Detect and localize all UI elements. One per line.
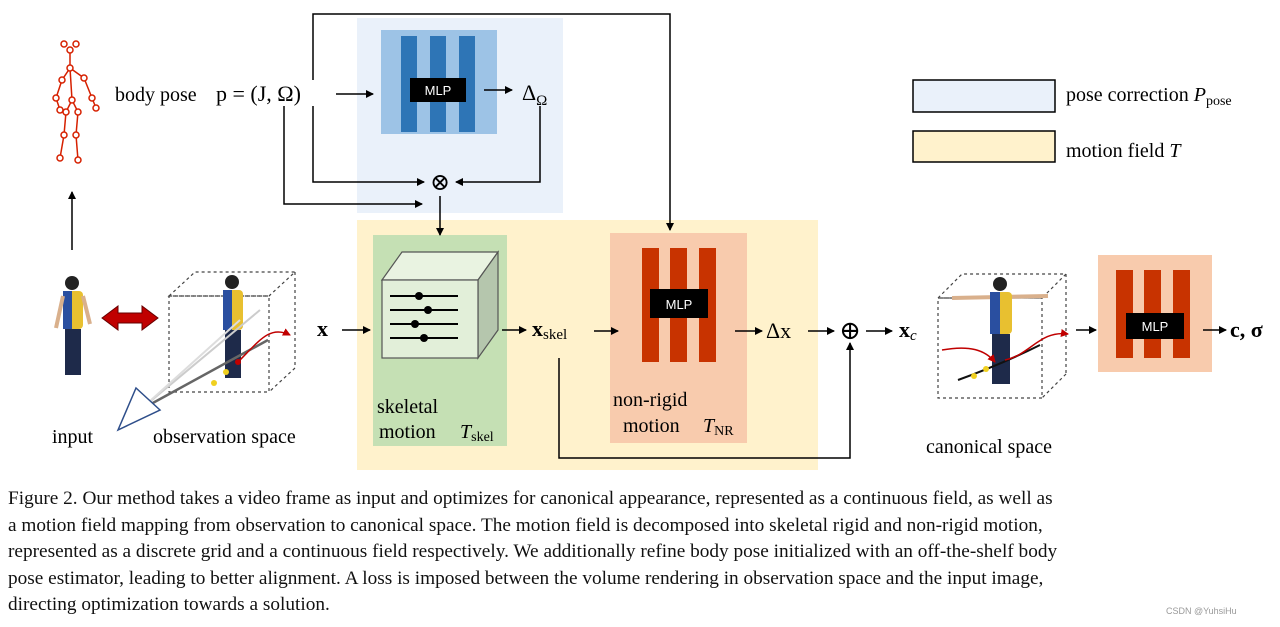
- skeletal-motion-label-1: skeletal: [377, 396, 439, 418]
- output-label: c, σ: [1230, 317, 1263, 342]
- x-skel-label: xskel: [532, 316, 567, 343]
- diagram: MLP skeletal motion Tskel MLP non-rigid …: [52, 13, 1263, 470]
- delta-x-label: Δx: [766, 318, 791, 343]
- legend: pose correction Ppose motion field T: [912, 79, 1232, 163]
- caption-line: a motion field mapping from observation …: [8, 514, 1043, 536]
- arrow: [455, 106, 541, 186]
- figure-caption: Figure 2. Our method takes a video frame…: [8, 486, 1276, 619]
- canonical-mlp: MLP: [1098, 255, 1212, 372]
- non-rigid-label-1: non-rigid: [613, 389, 687, 411]
- mlp-label: MLP: [425, 83, 452, 98]
- body-pose-label: body pose: [115, 84, 197, 106]
- skeleton-icon: [52, 40, 100, 164]
- t-skel-symbol: Tskel: [460, 421, 494, 445]
- input-label: input: [52, 426, 94, 448]
- caption-line: pose estimator, leading to better alignm…: [8, 567, 1044, 589]
- otimes-symbol: ⊗: [430, 170, 450, 196]
- grid-cube-icon: [380, 250, 500, 360]
- pose-mlp: MLP: [381, 30, 497, 134]
- observation-space-label: observation space: [153, 426, 296, 448]
- observation-person-image: [223, 275, 243, 378]
- caption-line: represented as a discrete grid and a con…: [8, 541, 1058, 563]
- caption-line: Figure 2. Our method takes a video frame…: [8, 488, 1053, 509]
- x-c-label: xc: [899, 317, 917, 344]
- pose-formula: p = (J, Ω): [216, 81, 301, 106]
- arrow: [283, 106, 423, 208]
- arrow: [312, 106, 425, 186]
- caption-line: directing optimization towards a solutio…: [8, 594, 330, 616]
- input-person-image: [54, 276, 92, 375]
- delta-omega: ΔΩ: [522, 80, 547, 109]
- arrow: [312, 13, 674, 231]
- mlp-label: MLP: [666, 297, 693, 312]
- canonical-person-image: [941, 277, 1069, 384]
- legend-label-motion: motion field T: [1066, 140, 1182, 162]
- legend-swatch-motion: [912, 130, 1056, 163]
- legend-swatch-pose: [912, 79, 1056, 113]
- watermark: CSDN @YuhsiHu: [1166, 606, 1237, 616]
- canonical-space-label: canonical space: [926, 436, 1052, 458]
- non-rigid-mlp: MLP: [642, 248, 716, 362]
- mlp-label: MLP: [1142, 319, 1169, 334]
- camera-rays: [116, 309, 291, 432]
- x-label: x: [317, 316, 328, 341]
- arrow: [558, 342, 854, 459]
- non-rigid-label-2: motion: [623, 415, 680, 437]
- double-arrow-icon: [101, 305, 159, 331]
- legend-label-pose: pose correction Ppose: [1066, 84, 1232, 109]
- oplus-symbol: ⊕: [839, 316, 861, 345]
- t-nr-symbol: TNR: [703, 415, 734, 439]
- skeletal-motion-label-2: motion: [379, 421, 436, 443]
- camera-icon: [116, 386, 162, 432]
